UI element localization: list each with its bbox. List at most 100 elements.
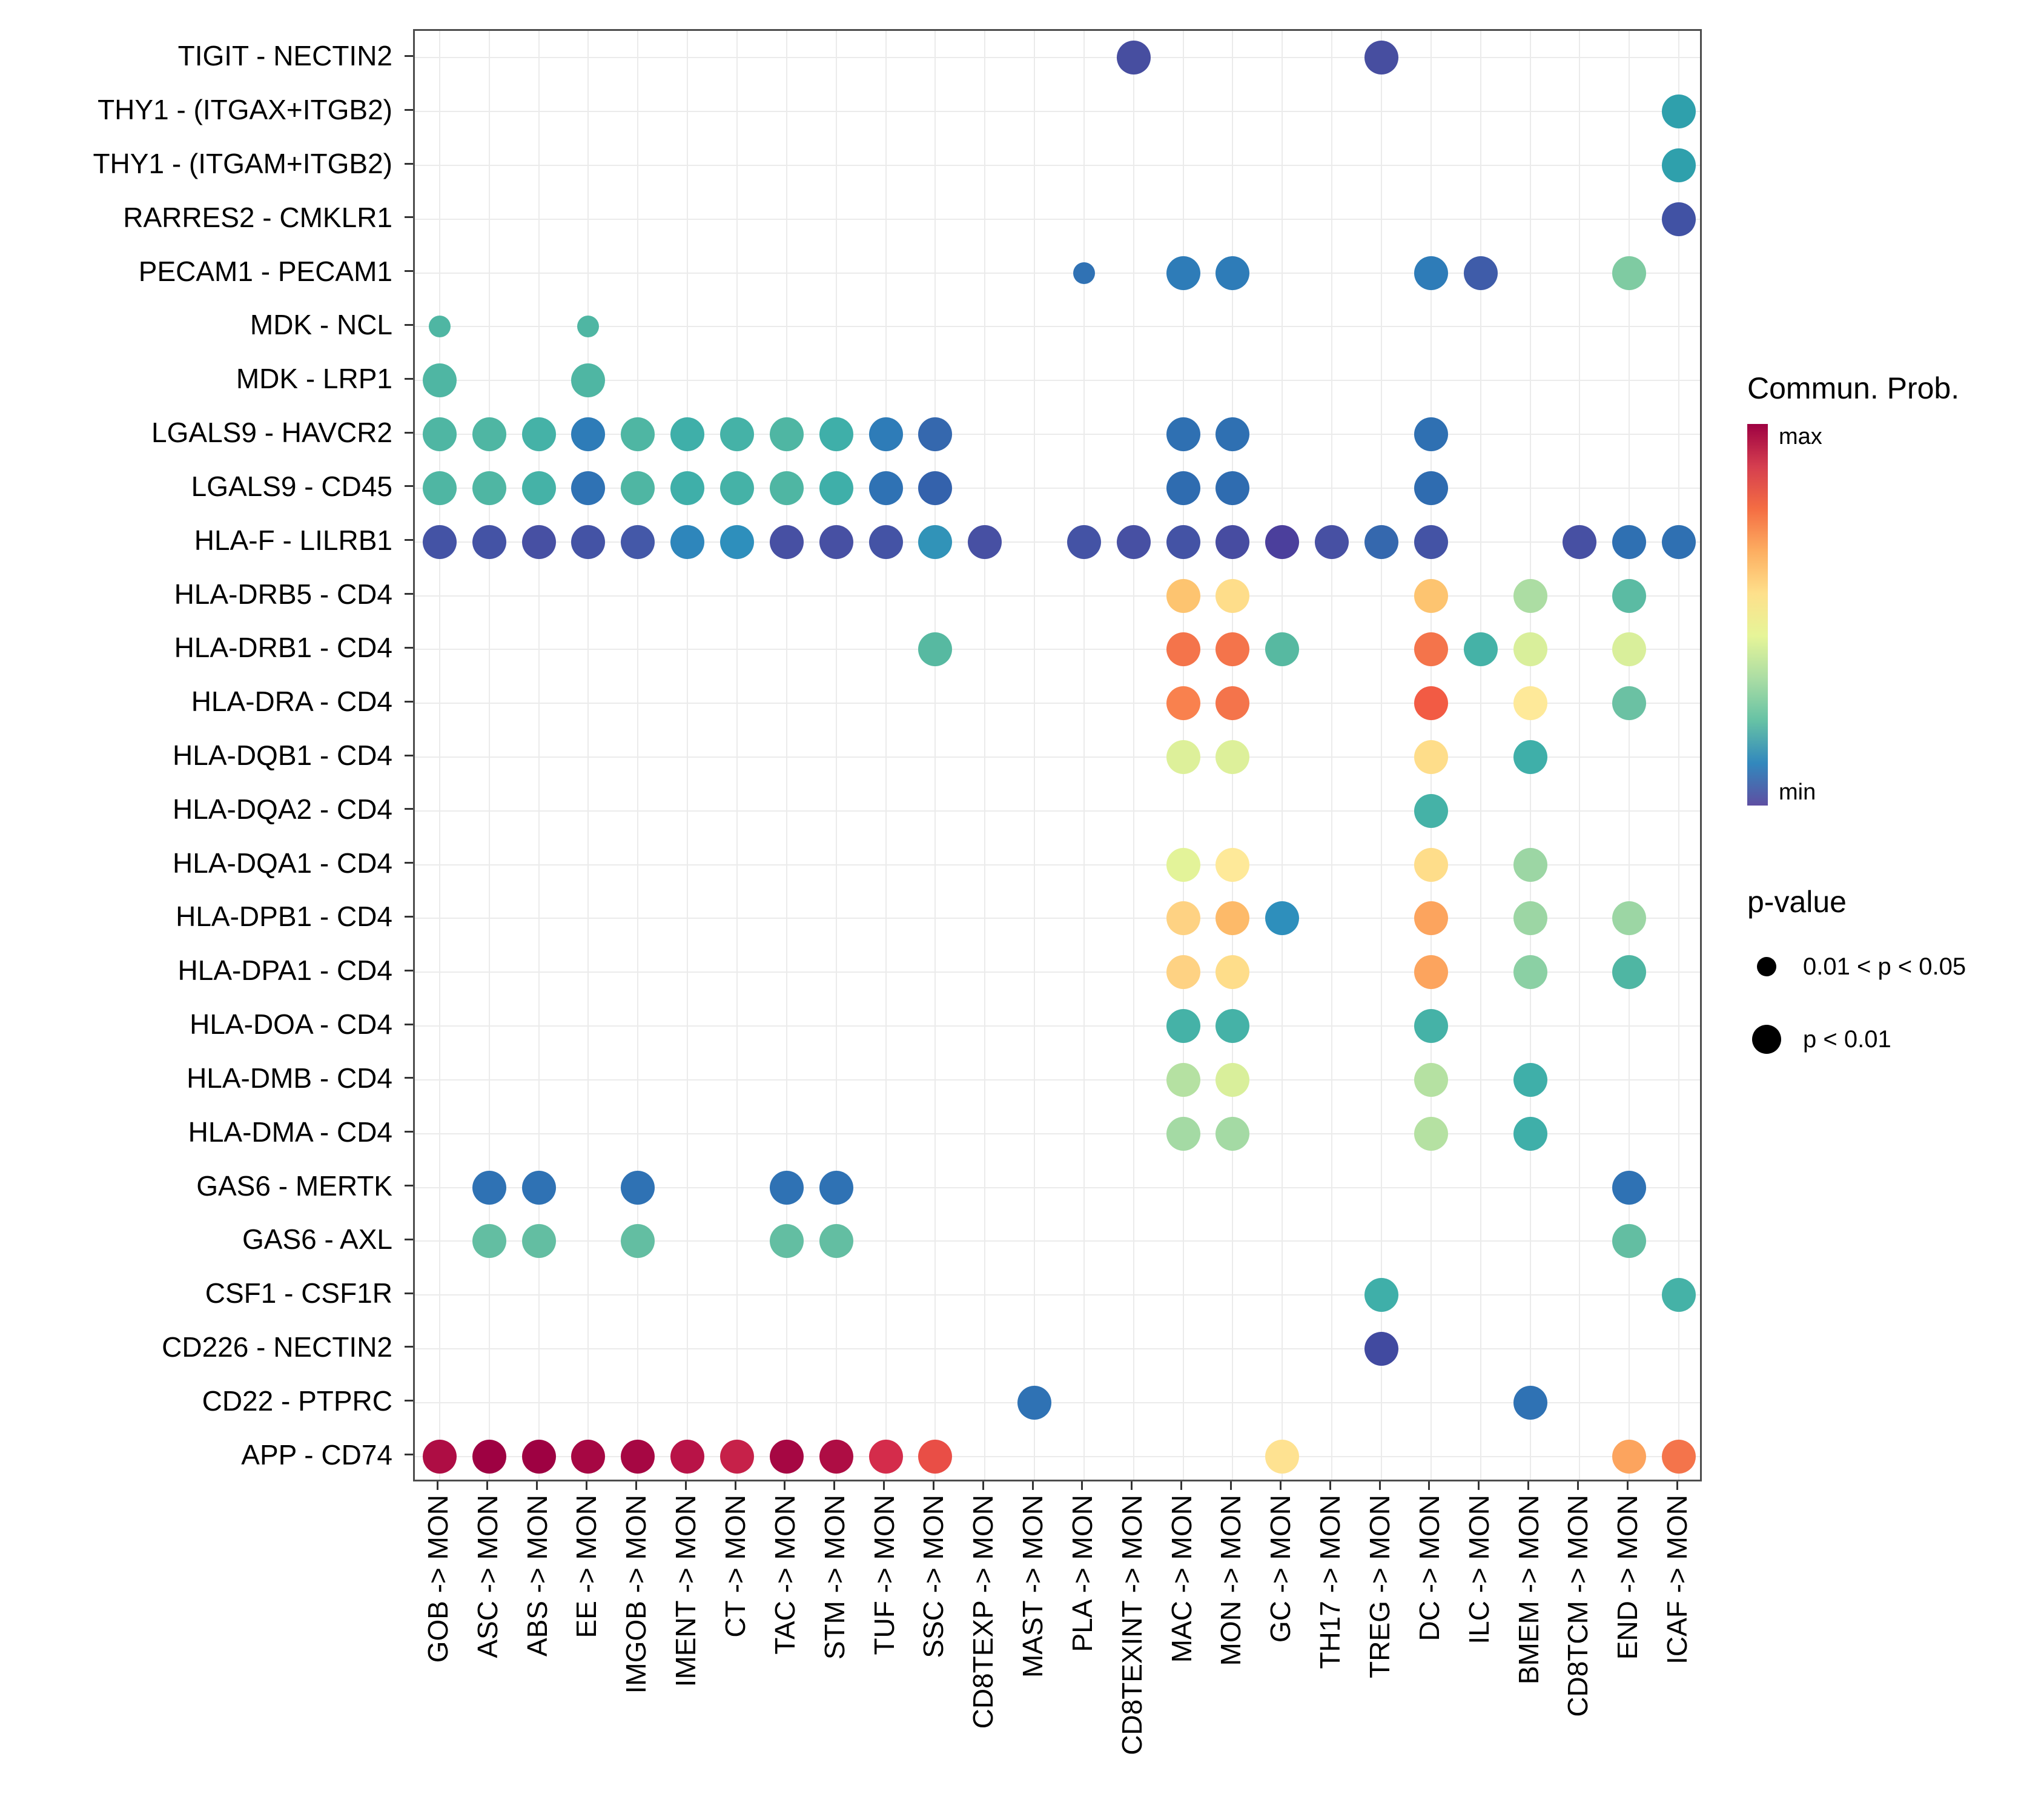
bubble[interactable] <box>1215 632 1250 667</box>
bubble[interactable] <box>1662 525 1696 559</box>
bubble[interactable] <box>472 1170 506 1205</box>
bubble[interactable] <box>1414 525 1448 559</box>
bubble[interactable] <box>1513 578 1547 613</box>
bubble[interactable] <box>1612 686 1647 721</box>
bubble[interactable] <box>1513 686 1547 721</box>
bubble[interactable] <box>1215 578 1250 613</box>
bubble[interactable] <box>769 1439 804 1474</box>
bubble[interactable] <box>422 417 457 452</box>
bubble[interactable] <box>621 417 655 452</box>
bubble[interactable] <box>621 1224 655 1259</box>
bubble[interactable] <box>1215 417 1250 452</box>
bubble[interactable] <box>1215 686 1250 721</box>
bubble[interactable] <box>1414 417 1448 452</box>
bubble[interactable] <box>720 417 754 452</box>
bubble[interactable] <box>1215 471 1250 505</box>
bubble[interactable] <box>1513 955 1547 990</box>
bubble[interactable] <box>577 316 600 338</box>
bubble[interactable] <box>1414 632 1448 667</box>
bubble[interactable] <box>472 417 506 452</box>
bubble[interactable] <box>819 417 853 452</box>
bubble[interactable] <box>1612 1224 1647 1259</box>
bubble[interactable] <box>819 1224 853 1259</box>
bubble[interactable] <box>1215 955 1250 990</box>
bubble[interactable] <box>670 471 705 505</box>
bubble[interactable] <box>1513 632 1547 667</box>
bubble[interactable] <box>428 316 451 338</box>
bubble[interactable] <box>1414 955 1448 990</box>
bubble[interactable] <box>621 525 655 559</box>
bubble[interactable] <box>1315 525 1349 559</box>
bubble[interactable] <box>1166 686 1200 721</box>
bubble[interactable] <box>1662 1278 1696 1312</box>
bubble[interactable] <box>1513 847 1547 882</box>
bubble[interactable] <box>819 471 853 505</box>
bubble[interactable] <box>1166 525 1200 559</box>
bubble[interactable] <box>1414 740 1448 774</box>
bubble[interactable] <box>521 417 556 452</box>
bubble[interactable] <box>1662 1439 1696 1474</box>
bubble[interactable] <box>1414 256 1448 290</box>
bubble[interactable] <box>1612 632 1647 667</box>
bubble[interactable] <box>769 1170 804 1205</box>
bubble[interactable] <box>1166 1062 1200 1097</box>
bubble[interactable] <box>1166 847 1200 882</box>
bubble[interactable] <box>422 525 457 559</box>
bubble[interactable] <box>422 363 457 398</box>
bubble[interactable] <box>1166 1116 1200 1151</box>
bubble[interactable] <box>670 525 705 559</box>
bubble[interactable] <box>769 471 804 505</box>
bubble[interactable] <box>472 471 506 505</box>
bubble[interactable] <box>1612 578 1647 613</box>
bubble[interactable] <box>1513 740 1547 774</box>
bubble[interactable] <box>1166 471 1200 505</box>
bubble[interactable] <box>769 1224 804 1259</box>
bubble[interactable] <box>571 417 606 452</box>
bubble[interactable] <box>1612 1170 1647 1205</box>
bubble[interactable] <box>1215 1009 1250 1044</box>
bubble[interactable] <box>1414 578 1448 613</box>
bubble[interactable] <box>1364 525 1398 559</box>
bubble[interactable] <box>868 525 903 559</box>
bubble[interactable] <box>1215 1062 1250 1097</box>
bubble[interactable] <box>621 471 655 505</box>
bubble[interactable] <box>1612 1439 1647 1474</box>
bubble[interactable] <box>819 1170 853 1205</box>
bubble[interactable] <box>1414 901 1448 936</box>
bubble[interactable] <box>1513 901 1547 936</box>
bubble[interactable] <box>868 1439 903 1474</box>
bubble[interactable] <box>819 525 853 559</box>
bubble[interactable] <box>1463 632 1498 667</box>
bubble[interactable] <box>769 525 804 559</box>
bubble[interactable] <box>422 1439 457 1474</box>
bubble[interactable] <box>769 417 804 452</box>
bubble[interactable] <box>918 417 953 452</box>
bubble[interactable] <box>918 525 953 559</box>
bubble[interactable] <box>918 1439 953 1474</box>
bubble[interactable] <box>1017 1385 1052 1420</box>
bubble[interactable] <box>521 471 556 505</box>
bubble[interactable] <box>1513 1116 1547 1151</box>
bubble[interactable] <box>1662 148 1696 183</box>
bubble[interactable] <box>1215 1116 1250 1151</box>
bubble[interactable] <box>621 1170 655 1205</box>
bubble[interactable] <box>868 471 903 505</box>
bubble[interactable] <box>1067 525 1101 559</box>
bubble[interactable] <box>670 417 705 452</box>
bubble[interactable] <box>1265 525 1300 559</box>
bubble[interactable] <box>521 1224 556 1259</box>
bubble[interactable] <box>720 525 754 559</box>
bubble[interactable] <box>1166 901 1200 936</box>
bubble[interactable] <box>1513 1062 1547 1097</box>
bubble[interactable] <box>1364 1278 1398 1312</box>
bubble[interactable] <box>1414 847 1448 882</box>
bubble[interactable] <box>472 1439 506 1474</box>
bubble[interactable] <box>1166 955 1200 990</box>
bubble[interactable] <box>720 1439 754 1474</box>
bubble[interactable] <box>1166 632 1200 667</box>
bubble[interactable] <box>1414 471 1448 505</box>
bubble[interactable] <box>1612 901 1647 936</box>
bubble[interactable] <box>1414 686 1448 721</box>
bubble[interactable] <box>571 1439 606 1474</box>
bubble[interactable] <box>1612 525 1647 559</box>
